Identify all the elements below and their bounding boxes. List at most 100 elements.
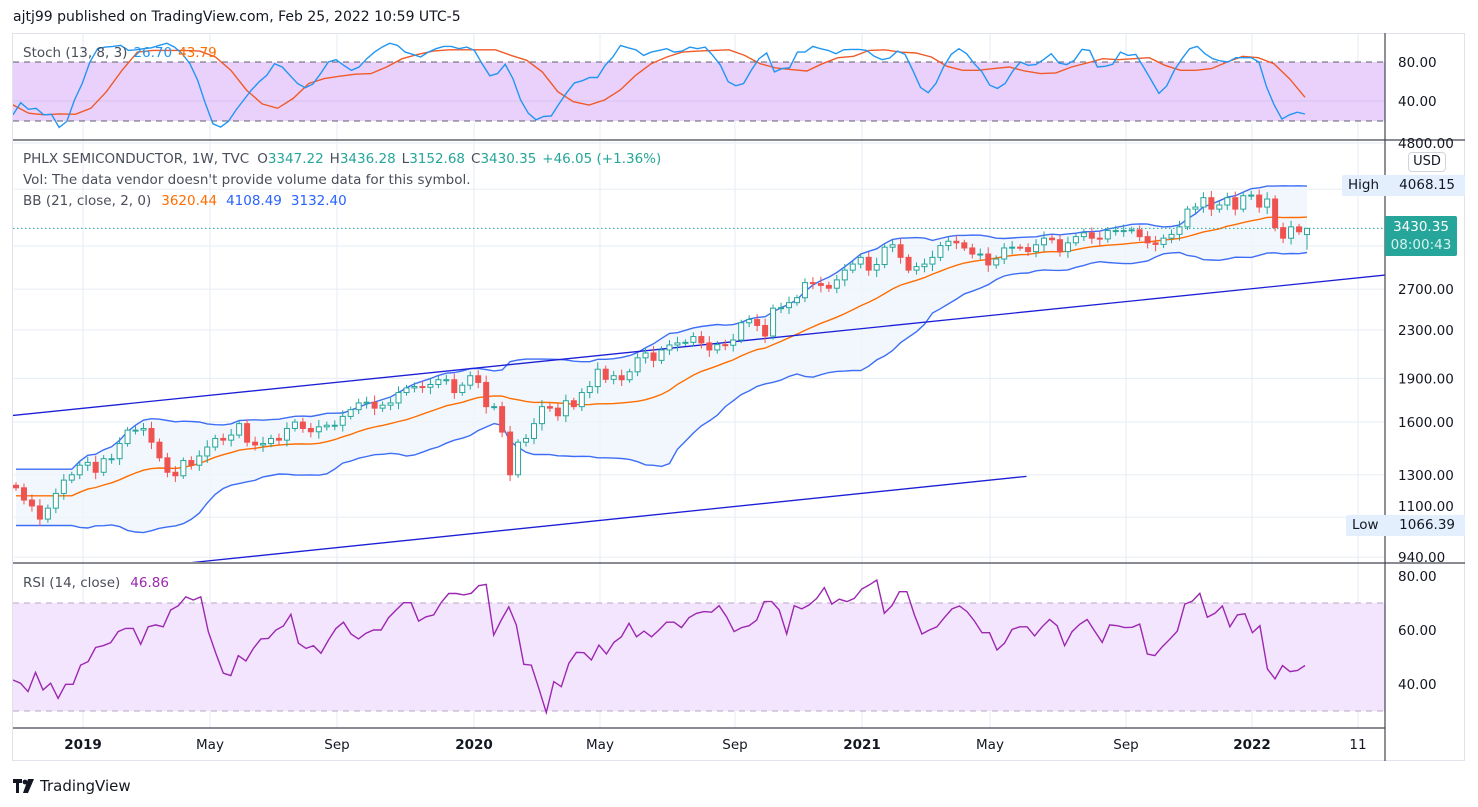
candle-body-down [1088, 232, 1095, 239]
candle-body-up [714, 344, 721, 351]
candle [666, 340, 673, 355]
candle [1280, 222, 1287, 244]
open-label: O [257, 151, 268, 167]
candle [275, 433, 282, 446]
candle [730, 333, 737, 352]
candle [244, 419, 251, 447]
candle-body-up [1072, 236, 1079, 244]
candle-body-down [985, 253, 992, 266]
candle-body-up [793, 297, 800, 304]
candle [339, 410, 346, 432]
candle [315, 420, 322, 439]
currency-button[interactable]: USD [1408, 152, 1446, 172]
candle [706, 336, 713, 357]
candle-body-up [610, 375, 617, 380]
candle-body-up [841, 269, 848, 281]
candle-body-up [881, 246, 888, 266]
candle [1017, 244, 1024, 251]
candle [738, 319, 745, 344]
candle [395, 386, 402, 410]
candle [586, 381, 593, 399]
stoch-legend[interactable]: Stoch (13, 8, 3) 26.70 43.79 [23, 45, 223, 61]
candle-body-down [1280, 227, 1287, 239]
symbol-legend[interactable]: PHLX SEMICONDUCTOR, 1W, TVC O3347.22 H3436… [23, 151, 667, 167]
candle [68, 471, 75, 484]
candle [323, 421, 330, 431]
candle [889, 239, 896, 253]
high-label: H [329, 151, 340, 167]
candle-body-up [730, 339, 737, 346]
candle-body-up [411, 386, 418, 389]
candle [1208, 190, 1215, 217]
candle-body-up [530, 423, 537, 439]
rsi-line [13, 578, 1306, 716]
candle-body-down [244, 423, 251, 443]
candle [228, 428, 235, 447]
candle [1296, 223, 1303, 235]
candle-body-down [554, 407, 561, 417]
candle-body-down [570, 400, 577, 408]
candle-body-down [172, 471, 179, 477]
candle-body-up [1041, 237, 1048, 246]
candle-body-up [921, 263, 928, 268]
candle-body-down [618, 375, 625, 381]
tradingview-logo[interactable]: TradingView [13, 777, 131, 795]
candle-body-up [180, 460, 187, 477]
candle-body-down [825, 284, 832, 289]
candle [1248, 190, 1255, 201]
candle [52, 488, 59, 514]
rsi-legend[interactable]: RSI (14, close) 46.86 [23, 575, 175, 591]
bb-basis-line [16, 216, 1308, 497]
candle-body-down [897, 244, 904, 258]
high-marker-label: High [1348, 177, 1380, 194]
volume-note: Vol: The data vendor doesn't provide vol… [23, 172, 471, 188]
candle-body-down [1144, 236, 1151, 244]
candle-body-down [307, 427, 314, 433]
candle-body-down [650, 352, 657, 361]
candle [857, 253, 864, 269]
candle [459, 382, 466, 396]
candle-body-up [347, 409, 354, 417]
candle-body-down [1256, 194, 1263, 208]
price-axis-label: 1900.00 [1398, 371, 1454, 387]
candle-body-up [1216, 204, 1223, 210]
candle [84, 456, 91, 471]
candle [993, 255, 1000, 269]
candle-body-up [140, 427, 147, 431]
candle-body-up [674, 342, 681, 346]
candle [1224, 192, 1231, 211]
candle-body-up [196, 455, 203, 466]
bb-legend[interactable]: BB (21, close, 2, 0) 3620.44 4108.49 3132.4… [23, 193, 353, 209]
candle-body-down [1152, 242, 1159, 245]
candle [1128, 226, 1135, 234]
candle-body-down [299, 421, 306, 429]
candle-body-down [602, 368, 609, 380]
candle [642, 347, 649, 364]
time-label: May [976, 737, 1004, 753]
candle [770, 304, 777, 340]
candle-body-down [1232, 197, 1239, 210]
candle-body-down [220, 437, 227, 441]
candle-body-up [666, 344, 673, 351]
time-label: May [196, 737, 224, 753]
candle [1232, 191, 1239, 216]
low-label: L [401, 151, 410, 167]
candle-body-up [786, 302, 793, 309]
candle [1048, 234, 1055, 244]
candle-body-down [1272, 198, 1279, 229]
candle [116, 437, 123, 466]
rsi-title: RSI (14, close) [23, 575, 121, 591]
candle [618, 369, 625, 387]
price-axis-label: 2300.00 [1398, 323, 1454, 339]
candle [1168, 229, 1175, 244]
candle-body-down [13, 484, 19, 489]
candle [260, 436, 267, 452]
candle-body-down [762, 324, 769, 337]
candle [132, 425, 139, 435]
candle [977, 248, 984, 260]
candle [172, 466, 179, 483]
candle [1056, 234, 1063, 257]
candle [1288, 220, 1295, 245]
candle [650, 346, 657, 368]
